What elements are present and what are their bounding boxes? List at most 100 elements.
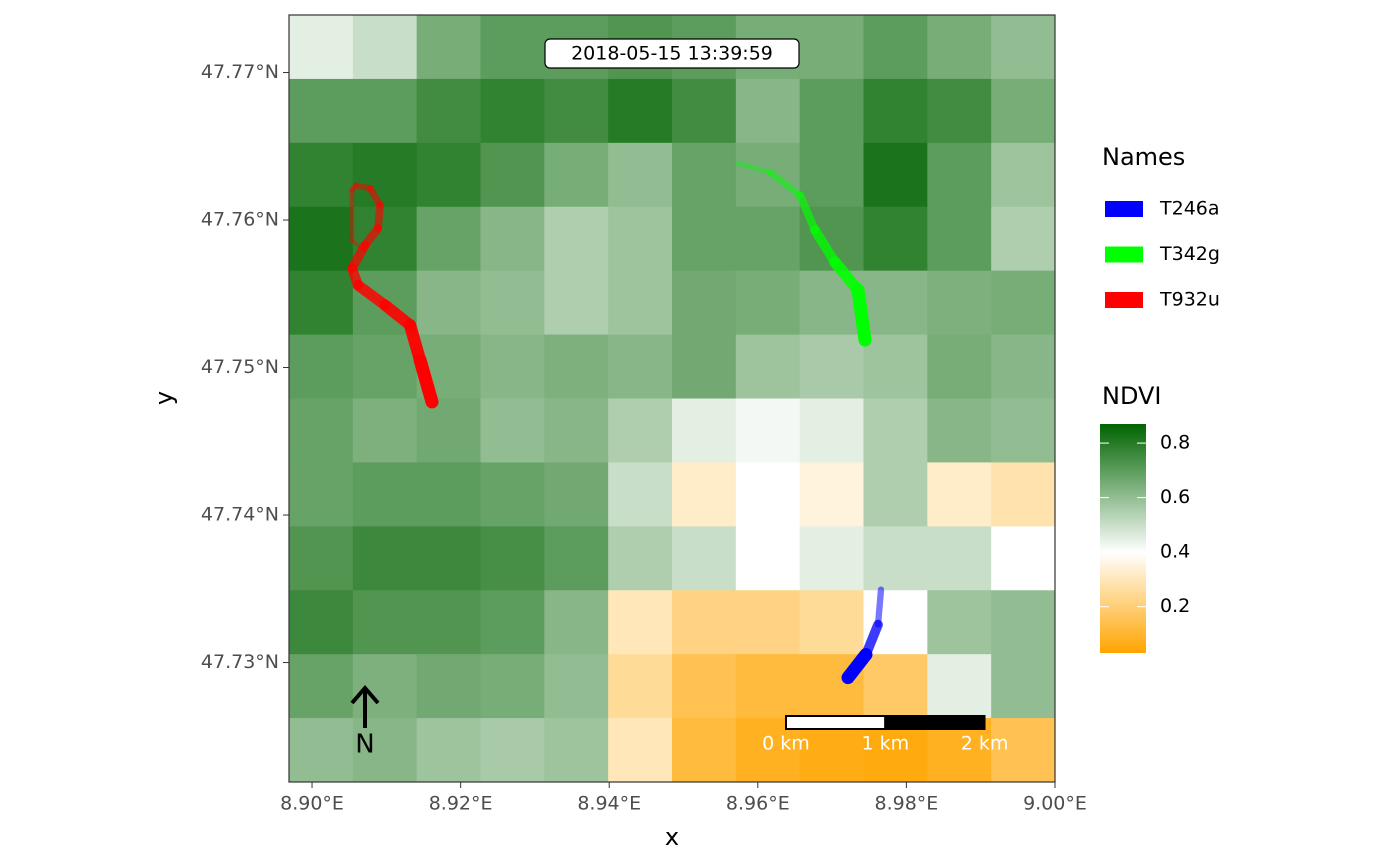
ndvi-raster [289, 15, 1055, 782]
raster-cell [289, 78, 354, 144]
raster-cell [416, 206, 481, 272]
raster-cell [863, 526, 928, 591]
north-arrow-head [350, 684, 380, 705]
raster-cell [544, 78, 609, 144]
track-segment [851, 283, 872, 347]
raster-cell [289, 206, 354, 272]
raster-cell [352, 78, 418, 144]
legend-label: T342g [1159, 243, 1220, 265]
raster-cell [991, 270, 1055, 336]
raster-cell [735, 206, 801, 272]
raster-cell [544, 526, 609, 591]
raster-cell [735, 398, 801, 463]
track-segment [796, 191, 820, 235]
raster-cell [799, 15, 864, 80]
raster-cell [991, 654, 1055, 719]
raster-cell [991, 462, 1055, 527]
raster-cell [352, 526, 418, 591]
raster-cell [672, 142, 737, 208]
timestamp-box: 2018-05-15 13:39:59 [544, 38, 800, 69]
raster-cell [289, 398, 354, 463]
plot-border [288, 14, 1056, 783]
track-segment [413, 353, 439, 409]
y-tick-label: 47.76°N [201, 209, 279, 231]
raster-cell [289, 270, 354, 336]
x-tick-label: 8.90°E [280, 793, 344, 815]
raster-cell [608, 590, 673, 655]
raster-cell [352, 334, 418, 399]
raster-cell [863, 462, 928, 527]
colorbar-tick-label: 0.8 [1160, 432, 1190, 454]
timestamp: 2018-05-15 13:39:59 [571, 43, 773, 65]
raster-cell [927, 206, 992, 272]
raster-cell [480, 654, 545, 719]
north-arrow: N [350, 684, 380, 760]
raster-cell [863, 654, 928, 719]
raster-cell [608, 78, 673, 144]
track-segment [810, 225, 840, 268]
raster-cell [289, 590, 354, 655]
raster-cell [352, 398, 418, 463]
raster-cell [608, 654, 673, 719]
x-tick-label: 8.94°E [577, 793, 641, 815]
raster-cell [927, 526, 992, 591]
raster-cell [991, 590, 1055, 655]
raster-cell [289, 334, 354, 399]
raster-cell [863, 78, 928, 144]
raster-cell [672, 206, 737, 272]
legend-key [1105, 246, 1143, 263]
raster-cell [927, 654, 992, 719]
raster-cell [927, 334, 992, 399]
raster-cell [863, 15, 928, 80]
raster-cell [608, 718, 673, 782]
raster-cell [544, 718, 609, 782]
legend-label: T246a [1159, 198, 1220, 220]
raster-cell [480, 334, 545, 399]
raster-cell [927, 78, 992, 144]
raster-cell [799, 398, 864, 463]
raster-cell [672, 462, 737, 527]
raster-cell [735, 270, 801, 336]
scalebar-segment [884, 715, 986, 730]
raster-cell [352, 590, 418, 655]
raster-cell [416, 718, 481, 782]
raster-cell [480, 718, 545, 782]
raster-cell [799, 78, 864, 144]
tracks [347, 161, 885, 685]
raster-cell [352, 15, 418, 80]
raster-cell [927, 590, 992, 655]
x-tick-label: 8.96°E [726, 793, 790, 815]
raster-cell [289, 718, 354, 782]
colorbar [1100, 424, 1146, 653]
raster-cell [799, 462, 864, 527]
raster-cell [352, 206, 418, 272]
raster-cell [352, 142, 418, 208]
raster-cell [991, 718, 1055, 782]
raster-cell [735, 78, 801, 144]
raster-cell [735, 462, 801, 527]
raster-cell [863, 270, 928, 336]
raster-cell [735, 142, 801, 208]
raster-cell [544, 590, 609, 655]
raster-cell [735, 590, 801, 655]
raster-cell [735, 526, 801, 591]
raster-cell [991, 526, 1055, 591]
raster-cell [480, 462, 545, 527]
y-tick-label: 47.74°N [201, 504, 279, 526]
y-axis-title: y [150, 391, 178, 405]
colorbar-title: NDVI [1102, 382, 1162, 410]
raster-cell [352, 462, 418, 527]
legend-key [1105, 292, 1143, 308]
raster-cell [672, 334, 737, 399]
raster-cell [480, 526, 545, 591]
dynamic-layer: 0.2 0.4 0.6 0.8 8.90°E 8.92°E 8.94°E 8.96°E 8.98… [201, 61, 1220, 814]
legend-label: T932u [1159, 289, 1220, 311]
track-segment [766, 169, 804, 199]
legend-title: Names [1102, 143, 1185, 171]
track-segment [735, 161, 773, 175]
raster-cell [927, 142, 992, 208]
colorbar-tick-label: 0.2 [1160, 595, 1190, 617]
raster-cell [863, 206, 928, 272]
raster-cell [480, 206, 545, 272]
